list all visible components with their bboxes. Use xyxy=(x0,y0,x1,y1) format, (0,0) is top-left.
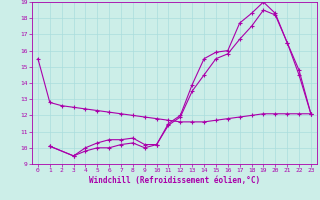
X-axis label: Windchill (Refroidissement éolien,°C): Windchill (Refroidissement éolien,°C) xyxy=(89,176,260,185)
